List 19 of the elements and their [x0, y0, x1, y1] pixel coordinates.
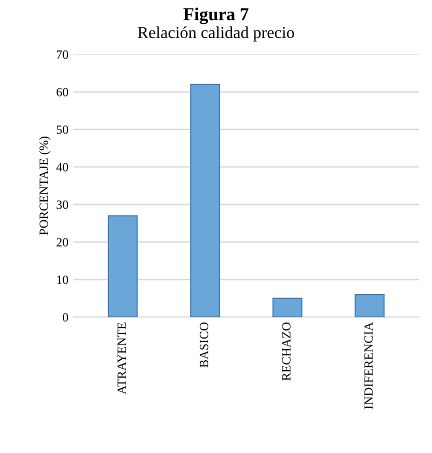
- bar: [190, 84, 220, 318]
- x-tick-label: RECHAZO: [282, 322, 291, 381]
- y-tick-label: 20: [56, 238, 68, 246]
- chart-subtitle: Relación calidad precio: [138, 26, 294, 42]
- chart-title: Figura 7: [183, 8, 248, 24]
- x-tick-label: ATRAYENTE: [118, 322, 126, 394]
- y-tick-label: 30: [56, 200, 68, 209]
- y-tick-label: 70: [56, 50, 68, 59]
- bar: [354, 294, 385, 318]
- bar: [272, 298, 302, 318]
- y-axis-title: PORCENTAJE (%): [39, 136, 51, 236]
- y-tick-label: 10: [57, 276, 68, 284]
- bar: [108, 215, 138, 318]
- y-tick-label: 60: [56, 88, 68, 96]
- y-tick-label: 50: [56, 125, 68, 134]
- x-tick-label: INDIFERENCIA: [364, 322, 373, 409]
- y-tick-label: 0: [62, 313, 68, 322]
- y-tick-label: 40: [56, 162, 68, 172]
- x-tick-label: BASICO: [200, 322, 208, 368]
